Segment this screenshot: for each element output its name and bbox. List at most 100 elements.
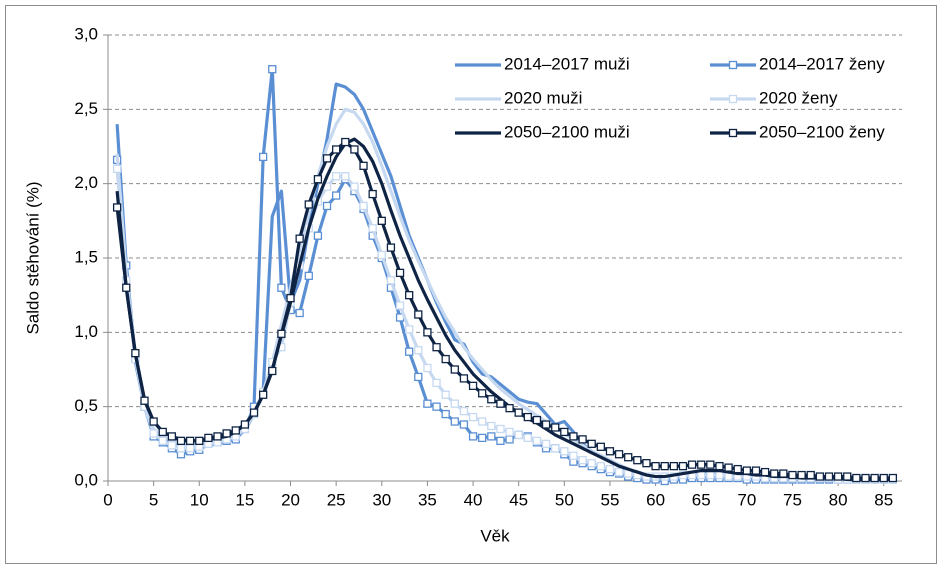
data-point <box>560 427 569 437</box>
data-point <box>487 395 496 404</box>
data-point <box>386 276 396 285</box>
data-point <box>861 473 870 483</box>
data-point <box>888 473 898 483</box>
data-point <box>185 444 195 453</box>
data-point <box>450 365 459 374</box>
x-tick-label: 45 <box>509 490 528 509</box>
data-point <box>505 435 514 444</box>
data-point <box>277 329 286 338</box>
data-point <box>459 406 469 416</box>
x-tick-label: 50 <box>555 490 574 509</box>
data-point <box>176 436 186 446</box>
data-point <box>414 372 423 382</box>
legend-label: 2014–2017 muži <box>504 54 630 73</box>
data-point <box>541 439 551 448</box>
data-point <box>852 473 861 483</box>
data-point <box>596 442 605 451</box>
data-point <box>733 464 742 474</box>
data-point <box>815 472 825 481</box>
data-point <box>824 472 834 481</box>
data-point <box>167 432 177 441</box>
data-point <box>496 399 505 408</box>
legend-label: 2020 ženy <box>759 88 838 107</box>
data-point <box>478 389 487 398</box>
legend-label: 2050–2100 muži <box>504 122 630 141</box>
data-point <box>432 378 441 388</box>
data-point <box>304 271 313 280</box>
data-point <box>779 469 788 478</box>
data-point <box>687 460 697 469</box>
legend-marker <box>728 94 738 104</box>
data-point <box>569 451 578 460</box>
x-tick-label: 60 <box>646 490 665 509</box>
data-point <box>295 234 304 243</box>
data-point <box>487 421 496 431</box>
data-point <box>487 432 496 441</box>
data-point <box>459 420 469 429</box>
data-point <box>660 461 669 471</box>
data-point <box>258 390 268 399</box>
legend-label: 2020 muži <box>504 88 582 107</box>
data-point <box>532 415 542 425</box>
data-point <box>313 175 323 184</box>
data-point <box>833 472 843 481</box>
data-point <box>505 427 514 437</box>
data-point <box>359 161 368 170</box>
x-tick-label: 15 <box>235 490 254 509</box>
data-point <box>797 470 806 480</box>
data-point <box>313 231 323 240</box>
y-tick-label: 1,5 <box>74 247 98 266</box>
data-point <box>441 390 450 399</box>
data-point <box>231 426 240 435</box>
data-point <box>377 216 386 225</box>
data-point <box>258 152 268 162</box>
data-point <box>432 402 441 411</box>
data-point <box>523 433 532 443</box>
data-point <box>295 308 304 318</box>
data-point <box>204 433 213 443</box>
data-point <box>386 243 396 252</box>
data-point <box>322 154 332 163</box>
data-point <box>468 432 478 441</box>
data-point <box>605 447 615 456</box>
legend-marker <box>728 128 738 138</box>
data-point <box>724 463 733 472</box>
data-point <box>432 343 441 352</box>
x-tick-label: 65 <box>692 490 711 509</box>
data-point <box>414 310 423 319</box>
legend-label: 2050–2100 ženy <box>759 122 885 141</box>
data-point <box>277 283 286 292</box>
data-point <box>240 420 250 429</box>
x-tick-label: 5 <box>149 490 158 509</box>
data-point <box>642 459 651 468</box>
data-point <box>514 430 523 440</box>
data-point <box>441 354 450 364</box>
data-point <box>870 473 879 483</box>
data-point <box>332 145 341 154</box>
data-point <box>185 436 195 446</box>
y-tick-label: 1,0 <box>74 322 98 341</box>
data-point <box>405 291 414 300</box>
data-point <box>176 444 186 453</box>
data-point <box>131 348 140 358</box>
data-point <box>368 224 377 233</box>
data-point <box>879 473 888 483</box>
data-point <box>112 164 122 173</box>
x-tick-label: 35 <box>418 490 437 509</box>
x-tick-label: 80 <box>829 490 848 509</box>
data-point <box>715 461 724 471</box>
data-point <box>706 470 715 480</box>
data-point <box>614 450 624 459</box>
data-point <box>268 65 277 74</box>
data-point <box>332 172 341 181</box>
data-point <box>450 417 459 426</box>
data-point <box>140 396 149 405</box>
data-point <box>478 433 487 443</box>
legend-label: 2014–2017 ženy <box>759 54 885 73</box>
data-point <box>450 399 459 408</box>
data-point <box>843 472 852 481</box>
data-point <box>158 436 167 446</box>
y-tick-label: 2,5 <box>74 99 98 118</box>
data-point <box>751 466 761 475</box>
